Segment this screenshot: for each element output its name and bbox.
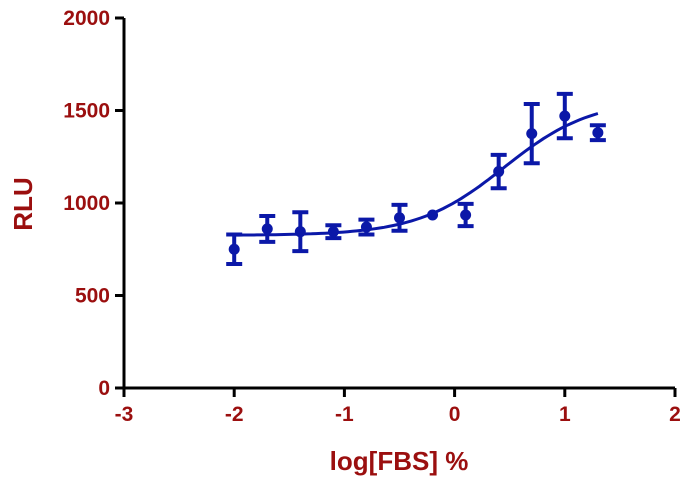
- y-tick-label: 1500: [63, 100, 110, 123]
- data-point: [526, 128, 538, 140]
- data-point: [394, 212, 405, 224]
- y-tick-label: 0: [98, 377, 110, 400]
- data-point: [261, 223, 273, 235]
- x-tick-label: 1: [559, 403, 571, 426]
- data-point: [493, 166, 505, 178]
- y-tick-label: 1000: [63, 192, 110, 215]
- x-axis-ticks: -3 -2 -1 0 1 2: [115, 388, 681, 426]
- fit-curve: [234, 112, 599, 237]
- y-tick-label: 2000: [63, 7, 110, 30]
- x-tick-label: 0: [449, 403, 461, 426]
- x-tick-label: -1: [335, 403, 354, 426]
- data-points: [228, 110, 604, 255]
- x-tick-label: -2: [225, 403, 244, 426]
- error-bars: [226, 91, 606, 267]
- x-tick-label: 2: [669, 403, 681, 426]
- y-tick-label: 500: [75, 285, 110, 308]
- x-axis-title: log[FBS] %: [330, 446, 469, 476]
- data-point: [559, 110, 571, 122]
- y-axis-title: RLU: [8, 177, 38, 230]
- data-point: [360, 221, 372, 233]
- data-point: [228, 243, 240, 255]
- data-point: [427, 209, 439, 221]
- data-point: [294, 226, 306, 238]
- x-tick-label: -3: [115, 403, 134, 426]
- data-point: [592, 127, 604, 139]
- data-point: [460, 209, 472, 221]
- data-point: [327, 226, 339, 238]
- y-axis-ticks: 0 500 1000 1500 2000: [63, 7, 124, 400]
